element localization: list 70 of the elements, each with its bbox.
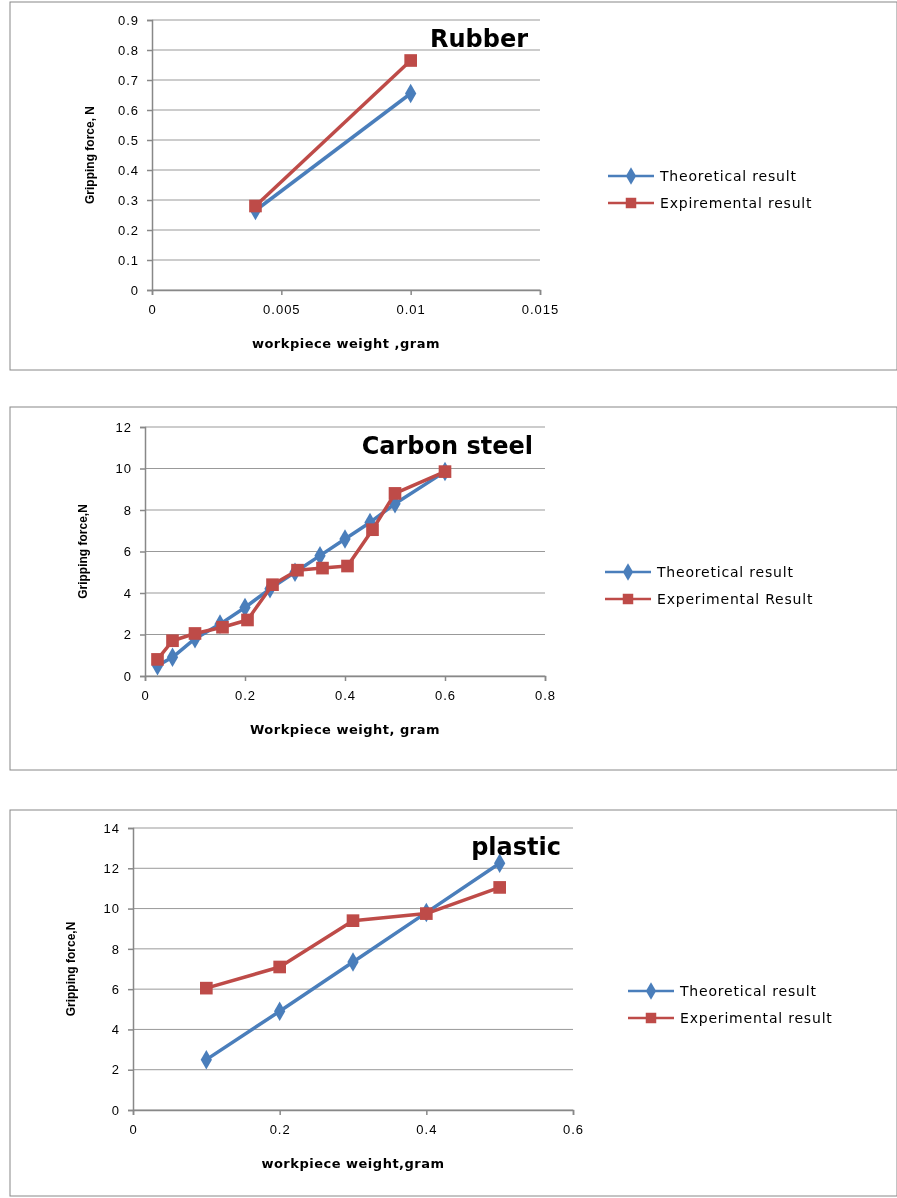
- x-tick-label: 0.8: [534, 688, 557, 704]
- x-tick-label: 0.6: [434, 688, 457, 704]
- point: [241, 613, 254, 627]
- x-axis-title: workpiece weight,gram: [261, 1156, 445, 1171]
- point: [341, 559, 354, 573]
- point: [291, 563, 304, 577]
- point: [366, 523, 379, 537]
- chart-title: Carbon steel: [361, 432, 533, 460]
- point: [151, 653, 164, 666]
- y-tick-label: 0.8: [117, 42, 139, 58]
- y-axis-title: Gripping force, N: [83, 105, 97, 205]
- y-tick-label: 2: [123, 627, 132, 643]
- point: [273, 960, 286, 974]
- y-tick-label: 6: [111, 981, 120, 997]
- y-tick-label: 12: [115, 419, 132, 435]
- point: [166, 634, 179, 648]
- legend-label: Experimental Result: [657, 591, 814, 607]
- legend-label: Theoretical result: [679, 983, 817, 999]
- point: [266, 578, 279, 592]
- point: [188, 627, 202, 640]
- point: [404, 54, 417, 67]
- chart-title: Rubber: [429, 25, 529, 53]
- y-tick-label: 0.1: [117, 252, 139, 268]
- point: [493, 881, 506, 894]
- y-tick-label: 12: [103, 860, 120, 876]
- x-tick-label: 0.6: [562, 1122, 585, 1138]
- point: [388, 487, 402, 500]
- chart-title: plastic: [471, 833, 561, 861]
- legend-label: Theoretical result: [659, 168, 797, 184]
- x-tick-label: 0.01: [396, 302, 426, 318]
- y-tick-label: 10: [115, 461, 132, 477]
- x-tick-label: 0: [148, 302, 157, 318]
- y-tick-label: 8: [123, 502, 132, 518]
- y-axis-title: Gripping force,N: [76, 504, 90, 599]
- legend-label: Theoretical result: [656, 564, 794, 580]
- x-tick-label: 0.2: [269, 1122, 291, 1138]
- y-tick-label: 0: [123, 668, 132, 684]
- y-tick-label: 14: [103, 820, 120, 836]
- y-tick-label: 0.4: [117, 162, 139, 178]
- x-tick-label: 0.2: [234, 688, 257, 704]
- y-tick-label: 10: [103, 901, 120, 917]
- y-tick-label: 2: [111, 1062, 120, 1078]
- x-axis-title: workpiece weight ,gram: [251, 336, 441, 351]
- y-tick-label: 6: [123, 544, 132, 560]
- legend-label: Experimental result: [680, 1010, 833, 1026]
- x-axis-title: Workpiece weight, gram: [249, 722, 441, 737]
- point: [420, 907, 433, 920]
- y-tick-label: 0.2: [117, 222, 139, 238]
- y-tick-label: 0.5: [117, 132, 139, 148]
- y-axis-title: Gripping force,N: [64, 921, 78, 1017]
- x-tick-label: 0: [141, 688, 150, 704]
- y-tick-label: 0: [130, 282, 139, 298]
- point: [438, 465, 452, 478]
- y-tick-label: 0.7: [117, 72, 139, 88]
- y-tick-label: 0.3: [117, 192, 139, 208]
- x-tick-label: 0.4: [334, 688, 357, 704]
- x-tick-label: 0.005: [263, 302, 301, 318]
- y-tick-label: 0: [111, 1102, 120, 1118]
- y-tick-label: 4: [111, 1022, 120, 1038]
- y-tick-label: 0.6: [117, 102, 139, 118]
- point: [346, 914, 360, 927]
- x-tick-label: 0.4: [416, 1122, 438, 1138]
- point: [200, 981, 213, 995]
- y-tick-label: 8: [111, 941, 120, 957]
- y-tick-label: 0.9: [117, 12, 139, 28]
- y-tick-label: 4: [123, 585, 132, 601]
- point: [316, 561, 329, 575]
- legend-label: Expiremental result: [660, 195, 813, 211]
- x-tick-label: 0.015: [521, 302, 560, 318]
- point: [216, 620, 229, 634]
